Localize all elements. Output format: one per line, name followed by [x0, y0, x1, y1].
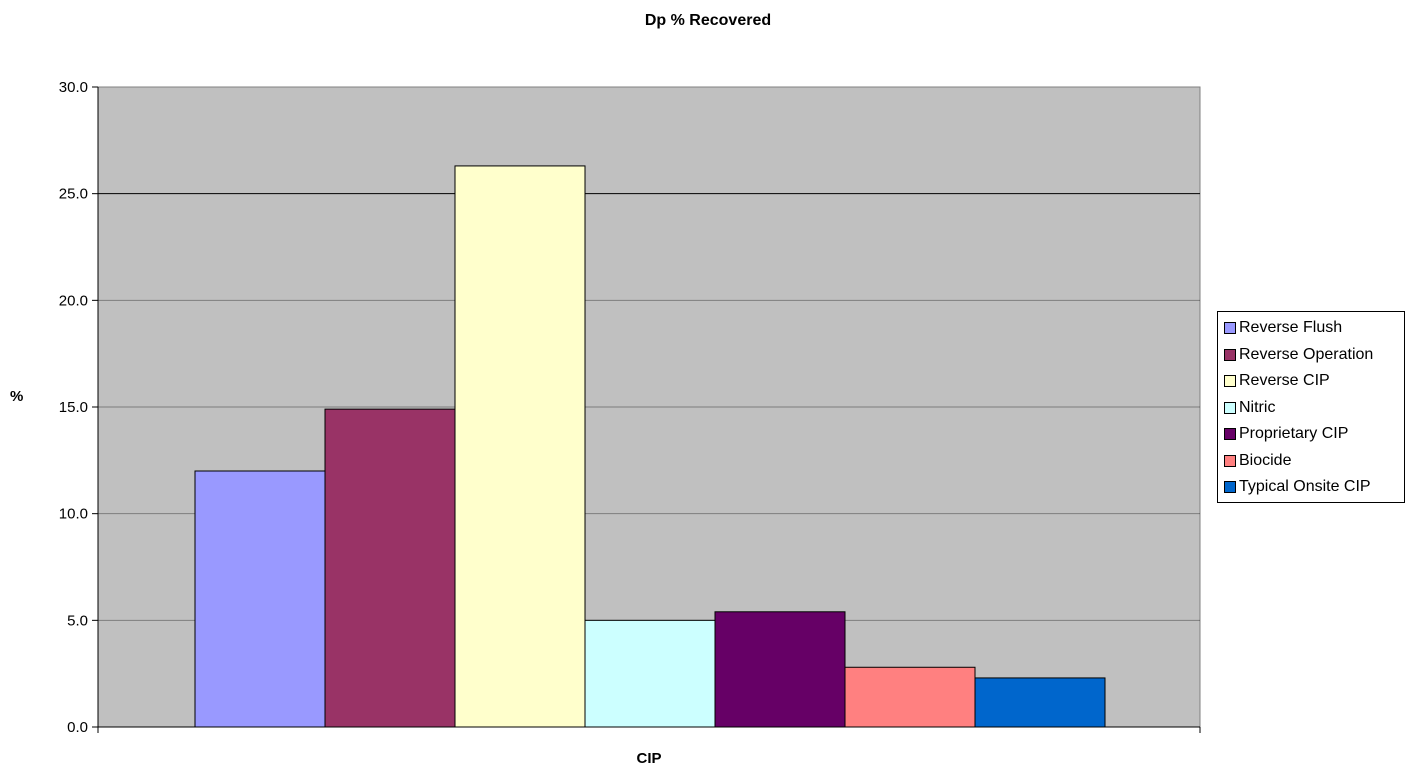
- bar-typical-onsite-cip: [974, 677, 1106, 728]
- legend-label: Nitric: [1239, 398, 1276, 416]
- legend-swatch: [1224, 401, 1236, 414]
- y-tick-label: 10.0: [59, 506, 88, 523]
- legend-swatch: [1224, 428, 1236, 441]
- legend-label: Reverse Flush: [1239, 319, 1343, 337]
- legend-swatch: [1224, 348, 1236, 361]
- bar-reverse-flush: [194, 470, 326, 728]
- legend-item: Reverse Operation: [1224, 342, 1404, 369]
- x-axis-label: CIP: [636, 750, 662, 767]
- bar-reverse-operation: [324, 408, 456, 728]
- legend-item: Nitric: [1224, 395, 1404, 422]
- bar-biocide: [844, 666, 976, 728]
- legend: Reverse Flush Reverse Operation Reverse CI…: [1217, 311, 1405, 503]
- y-tick-label: 20.0: [59, 292, 88, 309]
- legend-item: Reverse CIP: [1224, 368, 1404, 395]
- legend-item: Reverse Flush: [1224, 315, 1404, 342]
- bar-reverse-cip: [454, 165, 586, 728]
- legend-item: Biocide: [1224, 448, 1404, 475]
- y-tick-label: 0.0: [67, 719, 88, 736]
- y-axis-label: %: [10, 388, 24, 405]
- chart-title: Dp % Recovered: [644, 12, 772, 29]
- y-tick-label: 15.0: [59, 399, 88, 416]
- legend-label: Reverse CIP: [1239, 372, 1330, 390]
- bar-proprietary-cip: [714, 611, 846, 728]
- legend-swatch: [1224, 454, 1236, 467]
- y-tick-label: 30.0: [59, 79, 88, 96]
- y-tick-label: 25.0: [59, 186, 88, 203]
- legend-label: Reverse Operation: [1239, 345, 1374, 363]
- legend-label: Typical Onsite CIP: [1239, 478, 1371, 496]
- legend-item: Proprietary CIP: [1224, 421, 1404, 448]
- bar-nitric: [584, 619, 716, 728]
- legend-swatch: [1224, 322, 1236, 335]
- legend-swatch: [1224, 375, 1236, 388]
- legend-swatch: [1224, 481, 1236, 494]
- legend-label: Biocide: [1239, 451, 1292, 469]
- legend-label: Proprietary CIP: [1239, 425, 1349, 443]
- legend-item: Typical Onsite CIP: [1224, 474, 1404, 501]
- y-tick-label: 5.0: [67, 612, 88, 629]
